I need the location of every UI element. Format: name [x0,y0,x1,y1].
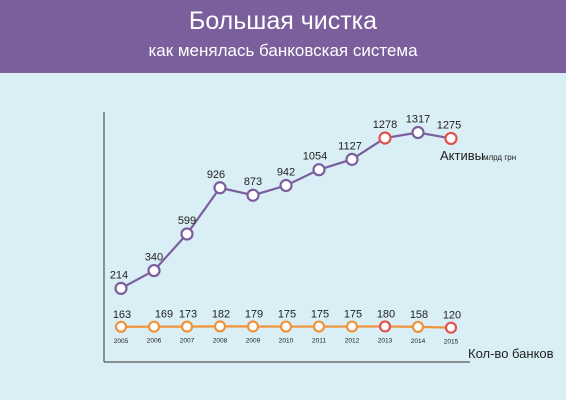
data-point-banks [147,320,161,333]
data-point-assets [378,131,392,145]
series-line-assets [120,131,452,290]
x-tick-label: 2012 [345,338,360,345]
data-label-assets: 873 [244,176,262,188]
x-tick-label: 2007 [180,338,195,345]
x-tick-label: 2013 [378,337,393,344]
data-point-banks [279,320,293,333]
data-label-assets: 1275 [437,119,461,131]
data-point-assets [312,163,326,177]
chart-panel [0,73,566,400]
data-point-banks [180,320,194,333]
data-point-banks [312,320,326,333]
data-label-banks: 179 [245,308,263,320]
data-label-assets: 1317 [406,114,430,126]
series-unit-assets: млрд грн [483,153,516,162]
data-label-banks: 173 [179,309,197,321]
data-label-assets: 340 [145,252,163,264]
series-label-assets: Активы [440,148,484,163]
data-label-banks: 175 [278,309,296,321]
x-tick-label: 2010 [279,338,294,345]
data-point-banks [378,320,392,333]
data-label-banks: 158 [410,309,428,321]
data-label-assets: 1127 [338,140,362,152]
data-label-banks: 175 [311,309,329,321]
data-label-assets: 926 [207,169,225,181]
data-point-assets [213,181,227,195]
data-point-banks [114,320,128,333]
data-label-banks: 163 [113,309,131,321]
data-point-assets [279,178,293,193]
data-point-banks [345,320,359,333]
x-tick-label: 2005 [114,338,129,345]
data-label-banks: 182 [212,308,230,320]
x-tick-label: 2014 [411,338,426,345]
series-label-banks: Кол-во банков [468,346,554,361]
data-label-banks: 175 [344,309,362,321]
data-label-banks: 180 [377,308,395,320]
data-point-assets [345,152,359,166]
data-label-assets: 1278 [373,119,397,131]
header-banner: Большая чистка как менялась банковская с… [0,0,566,73]
x-tick-label: 2006 [147,338,162,345]
data-point-banks [213,320,227,333]
data-point-assets [147,263,161,278]
x-tick-label: 2008 [213,337,228,344]
data-label-assets: 942 [277,166,295,178]
data-label-assets: 214 [110,269,128,281]
data-label-banks: 169 [155,309,173,321]
data-point-banks [411,320,425,334]
data-label-assets: 599 [178,215,196,227]
x-tick-label: 2009 [246,337,261,344]
data-point-assets [180,227,194,241]
data-point-banks [246,320,260,333]
data-point-assets [444,131,458,146]
data-point-assets [114,281,128,295]
data-label-assets: 1054 [303,151,327,163]
data-point-assets [246,188,260,202]
data-label-banks: 120 [443,310,461,322]
data-point-assets [411,125,425,140]
x-tick-label: 2015 [444,339,459,346]
page-title: Большая чистка [188,7,378,35]
x-tick-label: 2011 [312,338,326,345]
data-point-banks [444,321,458,334]
page-subtitle: как менялась банковская система [148,41,418,60]
